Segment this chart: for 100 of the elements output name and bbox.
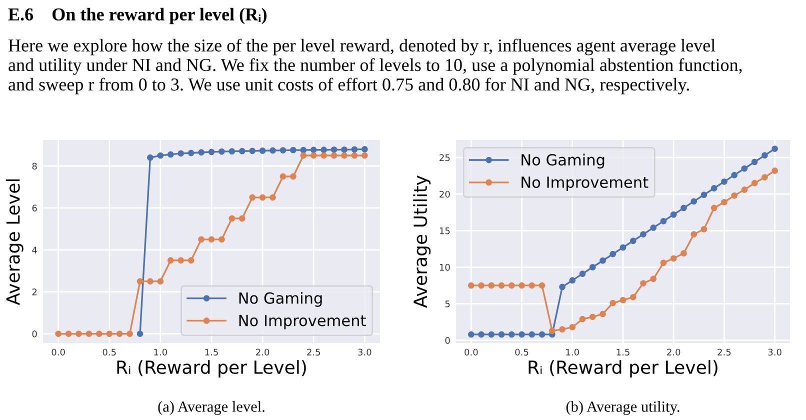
point — [488, 331, 495, 338]
text: and utility under NI and NG. We fix the number of levels to 10, use a polynomial abstention function, — [8, 58, 742, 75]
point — [96, 330, 102, 337]
point — [270, 194, 276, 201]
legend-label: No Improvement — [239, 314, 366, 330]
point — [508, 282, 515, 289]
point — [116, 330, 123, 337]
point — [188, 257, 194, 264]
point — [238, 215, 246, 222]
x-tick-label: 2.5 — [718, 348, 731, 356]
point — [330, 152, 338, 159]
x-tick-label: 0.5 — [515, 348, 528, 356]
point — [157, 278, 164, 285]
point — [548, 328, 556, 334]
text: (b) Average utility. — [566, 401, 680, 415]
point — [136, 278, 144, 285]
y-tick-label: 4 — [32, 246, 37, 254]
x-tick-label: 3.0 — [768, 348, 782, 356]
point — [559, 284, 566, 290]
point — [55, 330, 62, 337]
point — [65, 330, 72, 337]
point — [178, 257, 184, 264]
point — [731, 192, 738, 199]
point — [569, 324, 576, 330]
point — [762, 152, 768, 159]
x-tick-label: 2.0 — [667, 348, 680, 356]
point — [508, 331, 515, 338]
point — [518, 282, 525, 289]
point — [157, 152, 164, 159]
point — [228, 148, 236, 155]
point — [478, 331, 484, 338]
point — [640, 231, 646, 238]
point — [680, 250, 687, 256]
point — [700, 226, 708, 232]
y-tick-label: 2 — [32, 288, 37, 296]
point — [772, 146, 778, 152]
legend-label: No Improvement — [522, 176, 648, 191]
point — [538, 282, 546, 289]
y-tick-label: 6 — [32, 204, 37, 212]
point — [721, 198, 728, 206]
point — [710, 185, 718, 192]
point — [498, 331, 505, 338]
y-axis-title: Average Utility — [413, 176, 431, 308]
point — [620, 244, 626, 251]
point — [259, 148, 266, 154]
point — [290, 173, 296, 180]
point — [630, 294, 636, 300]
point — [690, 198, 698, 205]
point — [228, 215, 236, 222]
point — [167, 151, 174, 158]
point — [126, 330, 133, 337]
point — [218, 236, 225, 243]
x-tick-label: 2.0 — [256, 348, 270, 356]
y-tick-label: 0 — [445, 337, 450, 344]
point — [218, 148, 225, 155]
point — [650, 224, 657, 231]
x-tick-label: 1.0 — [154, 348, 168, 356]
point — [147, 154, 154, 161]
point — [528, 331, 536, 338]
point — [610, 250, 616, 258]
point — [188, 150, 194, 156]
x-tick-label: 3.0 — [358, 348, 372, 356]
point — [660, 218, 667, 224]
point — [106, 330, 113, 337]
point — [238, 148, 246, 154]
y-axis-title: Average Level — [6, 179, 24, 306]
point — [751, 180, 758, 186]
text: (a) Average level. — [158, 401, 264, 415]
point — [569, 277, 576, 284]
point — [208, 148, 215, 156]
point — [589, 314, 596, 320]
text: Here we explore how the size of the per level reward, denoted by r, influences agent average level — [8, 38, 716, 56]
point — [310, 146, 317, 154]
x-tick-label: 0.0 — [52, 348, 65, 356]
point — [361, 152, 368, 159]
point — [351, 152, 358, 159]
point — [721, 178, 728, 185]
point — [610, 300, 616, 306]
point — [751, 158, 758, 166]
point — [620, 296, 626, 304]
x-tick-label: 0.0 — [464, 348, 478, 356]
x-tick-label: 1.5 — [205, 348, 218, 356]
point — [208, 236, 215, 243]
point — [741, 186, 748, 193]
point — [300, 146, 307, 154]
point — [579, 316, 586, 322]
point — [559, 326, 566, 333]
point — [741, 165, 748, 172]
point — [538, 331, 546, 338]
point — [280, 173, 286, 180]
point — [341, 146, 348, 153]
point — [528, 282, 536, 289]
point — [147, 278, 154, 285]
legend-label: No Gaming — [522, 154, 604, 169]
point — [680, 204, 687, 212]
x-tick-label: 1.0 — [566, 348, 579, 356]
point — [762, 174, 768, 180]
point — [351, 146, 358, 153]
x-tick-label: 2.5 — [307, 348, 320, 356]
y-tick-label: 10 — [440, 264, 450, 271]
